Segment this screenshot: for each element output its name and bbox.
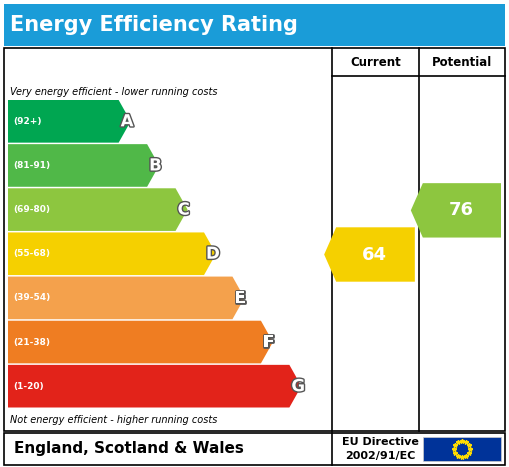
Text: G: G <box>291 377 305 395</box>
Bar <box>4 433 505 465</box>
Text: F: F <box>263 333 274 351</box>
Text: England, Scotland & Wales: England, Scotland & Wales <box>14 441 244 457</box>
Text: Potential: Potential <box>432 56 492 69</box>
Polygon shape <box>8 144 159 187</box>
Bar <box>4 4 505 46</box>
Bar <box>4 48 505 431</box>
Text: (21-38): (21-38) <box>13 338 50 347</box>
Text: (39-54): (39-54) <box>13 293 50 303</box>
Text: Very energy efficient - lower running costs: Very energy efficient - lower running co… <box>10 87 217 97</box>
Polygon shape <box>324 227 415 282</box>
Text: Energy Efficiency Rating: Energy Efficiency Rating <box>10 15 298 35</box>
Polygon shape <box>8 233 216 275</box>
Text: A: A <box>121 113 133 130</box>
Text: 76: 76 <box>448 201 473 219</box>
Polygon shape <box>411 183 501 238</box>
Text: 64: 64 <box>362 246 387 263</box>
Polygon shape <box>8 188 187 231</box>
Polygon shape <box>8 365 301 408</box>
Text: Current: Current <box>350 56 401 69</box>
Text: E: E <box>235 289 246 307</box>
Polygon shape <box>8 276 244 319</box>
Text: B: B <box>149 156 162 175</box>
Text: EU Directive
2002/91/EC: EU Directive 2002/91/EC <box>342 438 419 460</box>
Text: D: D <box>206 245 220 263</box>
Bar <box>423 437 501 461</box>
Text: C: C <box>178 201 190 219</box>
Text: (92+): (92+) <box>13 117 42 126</box>
Text: (69-80): (69-80) <box>13 205 50 214</box>
Text: (55-68): (55-68) <box>13 249 50 258</box>
Polygon shape <box>8 321 273 363</box>
Text: Not energy efficient - higher running costs: Not energy efficient - higher running co… <box>10 415 217 425</box>
Polygon shape <box>8 100 131 142</box>
Text: (81-91): (81-91) <box>13 161 50 170</box>
Text: (1-20): (1-20) <box>13 382 44 391</box>
